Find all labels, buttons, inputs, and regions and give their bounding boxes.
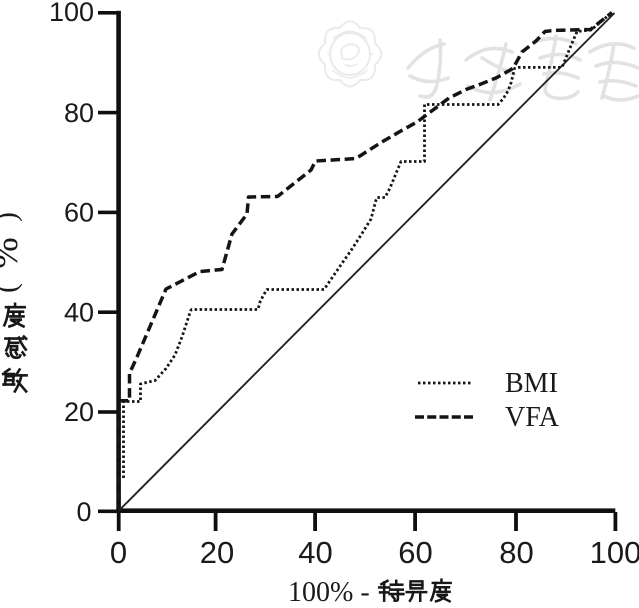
svg-text:BMI: BMI	[505, 368, 558, 399]
svg-text:%: %	[0, 237, 26, 269]
svg-text:20: 20	[200, 535, 234, 570]
svg-text:100: 100	[590, 535, 639, 570]
svg-text:): )	[0, 212, 23, 222]
svg-text:(: (	[0, 283, 23, 293]
svg-text:60: 60	[398, 535, 432, 570]
svg-text:40: 40	[298, 535, 332, 570]
svg-text:0: 0	[76, 497, 91, 527]
svg-text:20: 20	[64, 397, 94, 427]
svg-text:40: 40	[64, 297, 94, 327]
svg-text:80: 80	[64, 98, 94, 128]
svg-text:0: 0	[110, 535, 127, 570]
svg-text:60: 60	[64, 198, 94, 228]
svg-text:100% -: 100% -	[288, 577, 370, 608]
svg-text:VFA: VFA	[505, 402, 560, 433]
svg-text:100: 100	[49, 0, 94, 27]
svg-text:80: 80	[499, 535, 533, 570]
